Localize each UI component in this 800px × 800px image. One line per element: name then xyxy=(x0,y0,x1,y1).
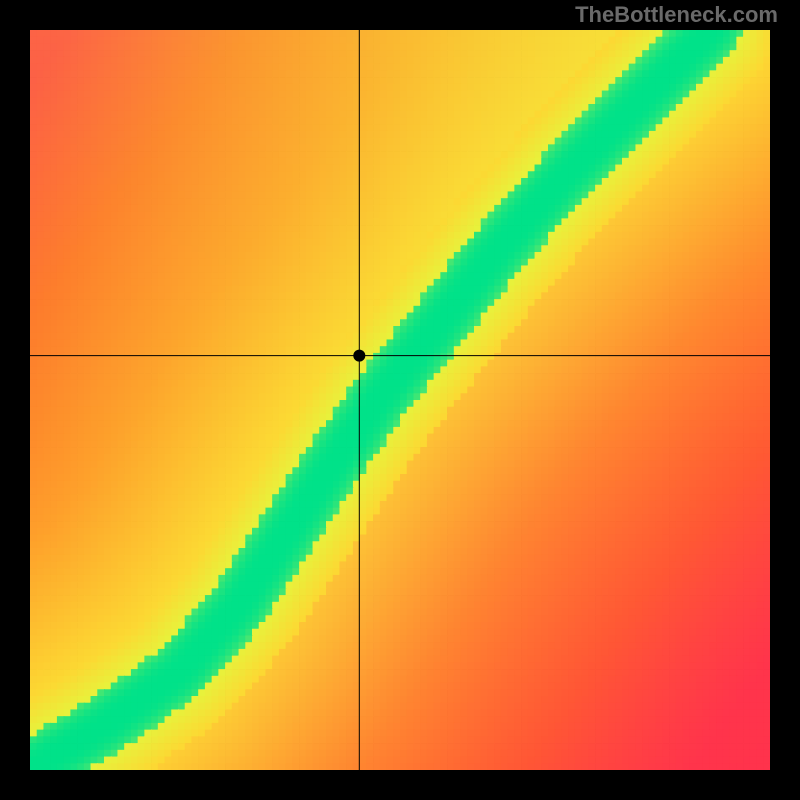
watermark-text: TheBottleneck.com xyxy=(575,2,778,28)
bottleneck-heatmap xyxy=(0,0,800,800)
chart-container: TheBottleneck.com xyxy=(0,0,800,800)
